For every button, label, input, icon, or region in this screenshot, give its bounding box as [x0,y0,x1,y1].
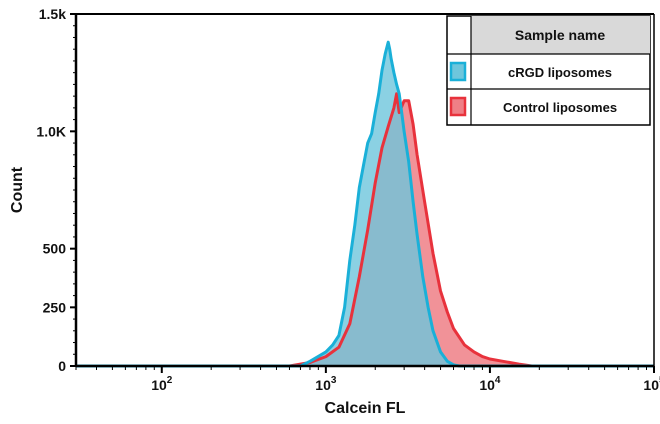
series-line-1 [76,92,654,368]
legend-header: Sample name [515,27,605,43]
x-tick-label: 103 [315,375,337,393]
x-tick-label: 102 [151,375,173,393]
y-tick-label: 1.0K [36,123,66,139]
legend-swatch-crgd [449,61,467,82]
y-tick-label: 1.5k [39,6,66,22]
legend-swatch-control [449,96,467,117]
axis-ticks: 0 250 500 1.0K 1.5k 102 103 104 105 [36,6,660,393]
y-tick-label: 0 [58,358,66,374]
x-tick-label: 105 [643,375,660,393]
series-area-0 [76,42,654,366]
y-axis-title: Count [9,166,26,213]
legend: Sample name cRGD liposomes Control lipos… [446,15,651,126]
x-tick-label: 104 [479,375,501,393]
x-axis-title: Calcein FL [325,400,406,417]
series-line-0 [76,40,654,368]
legend-header-cell [471,16,650,54]
legend-label-control: Control liposomes [503,100,617,115]
legend-label-crgd: cRGD liposomes [508,65,612,80]
plot-area [76,40,654,368]
y-tick-label: 250 [43,299,67,315]
y-tick-label: 500 [43,241,67,257]
